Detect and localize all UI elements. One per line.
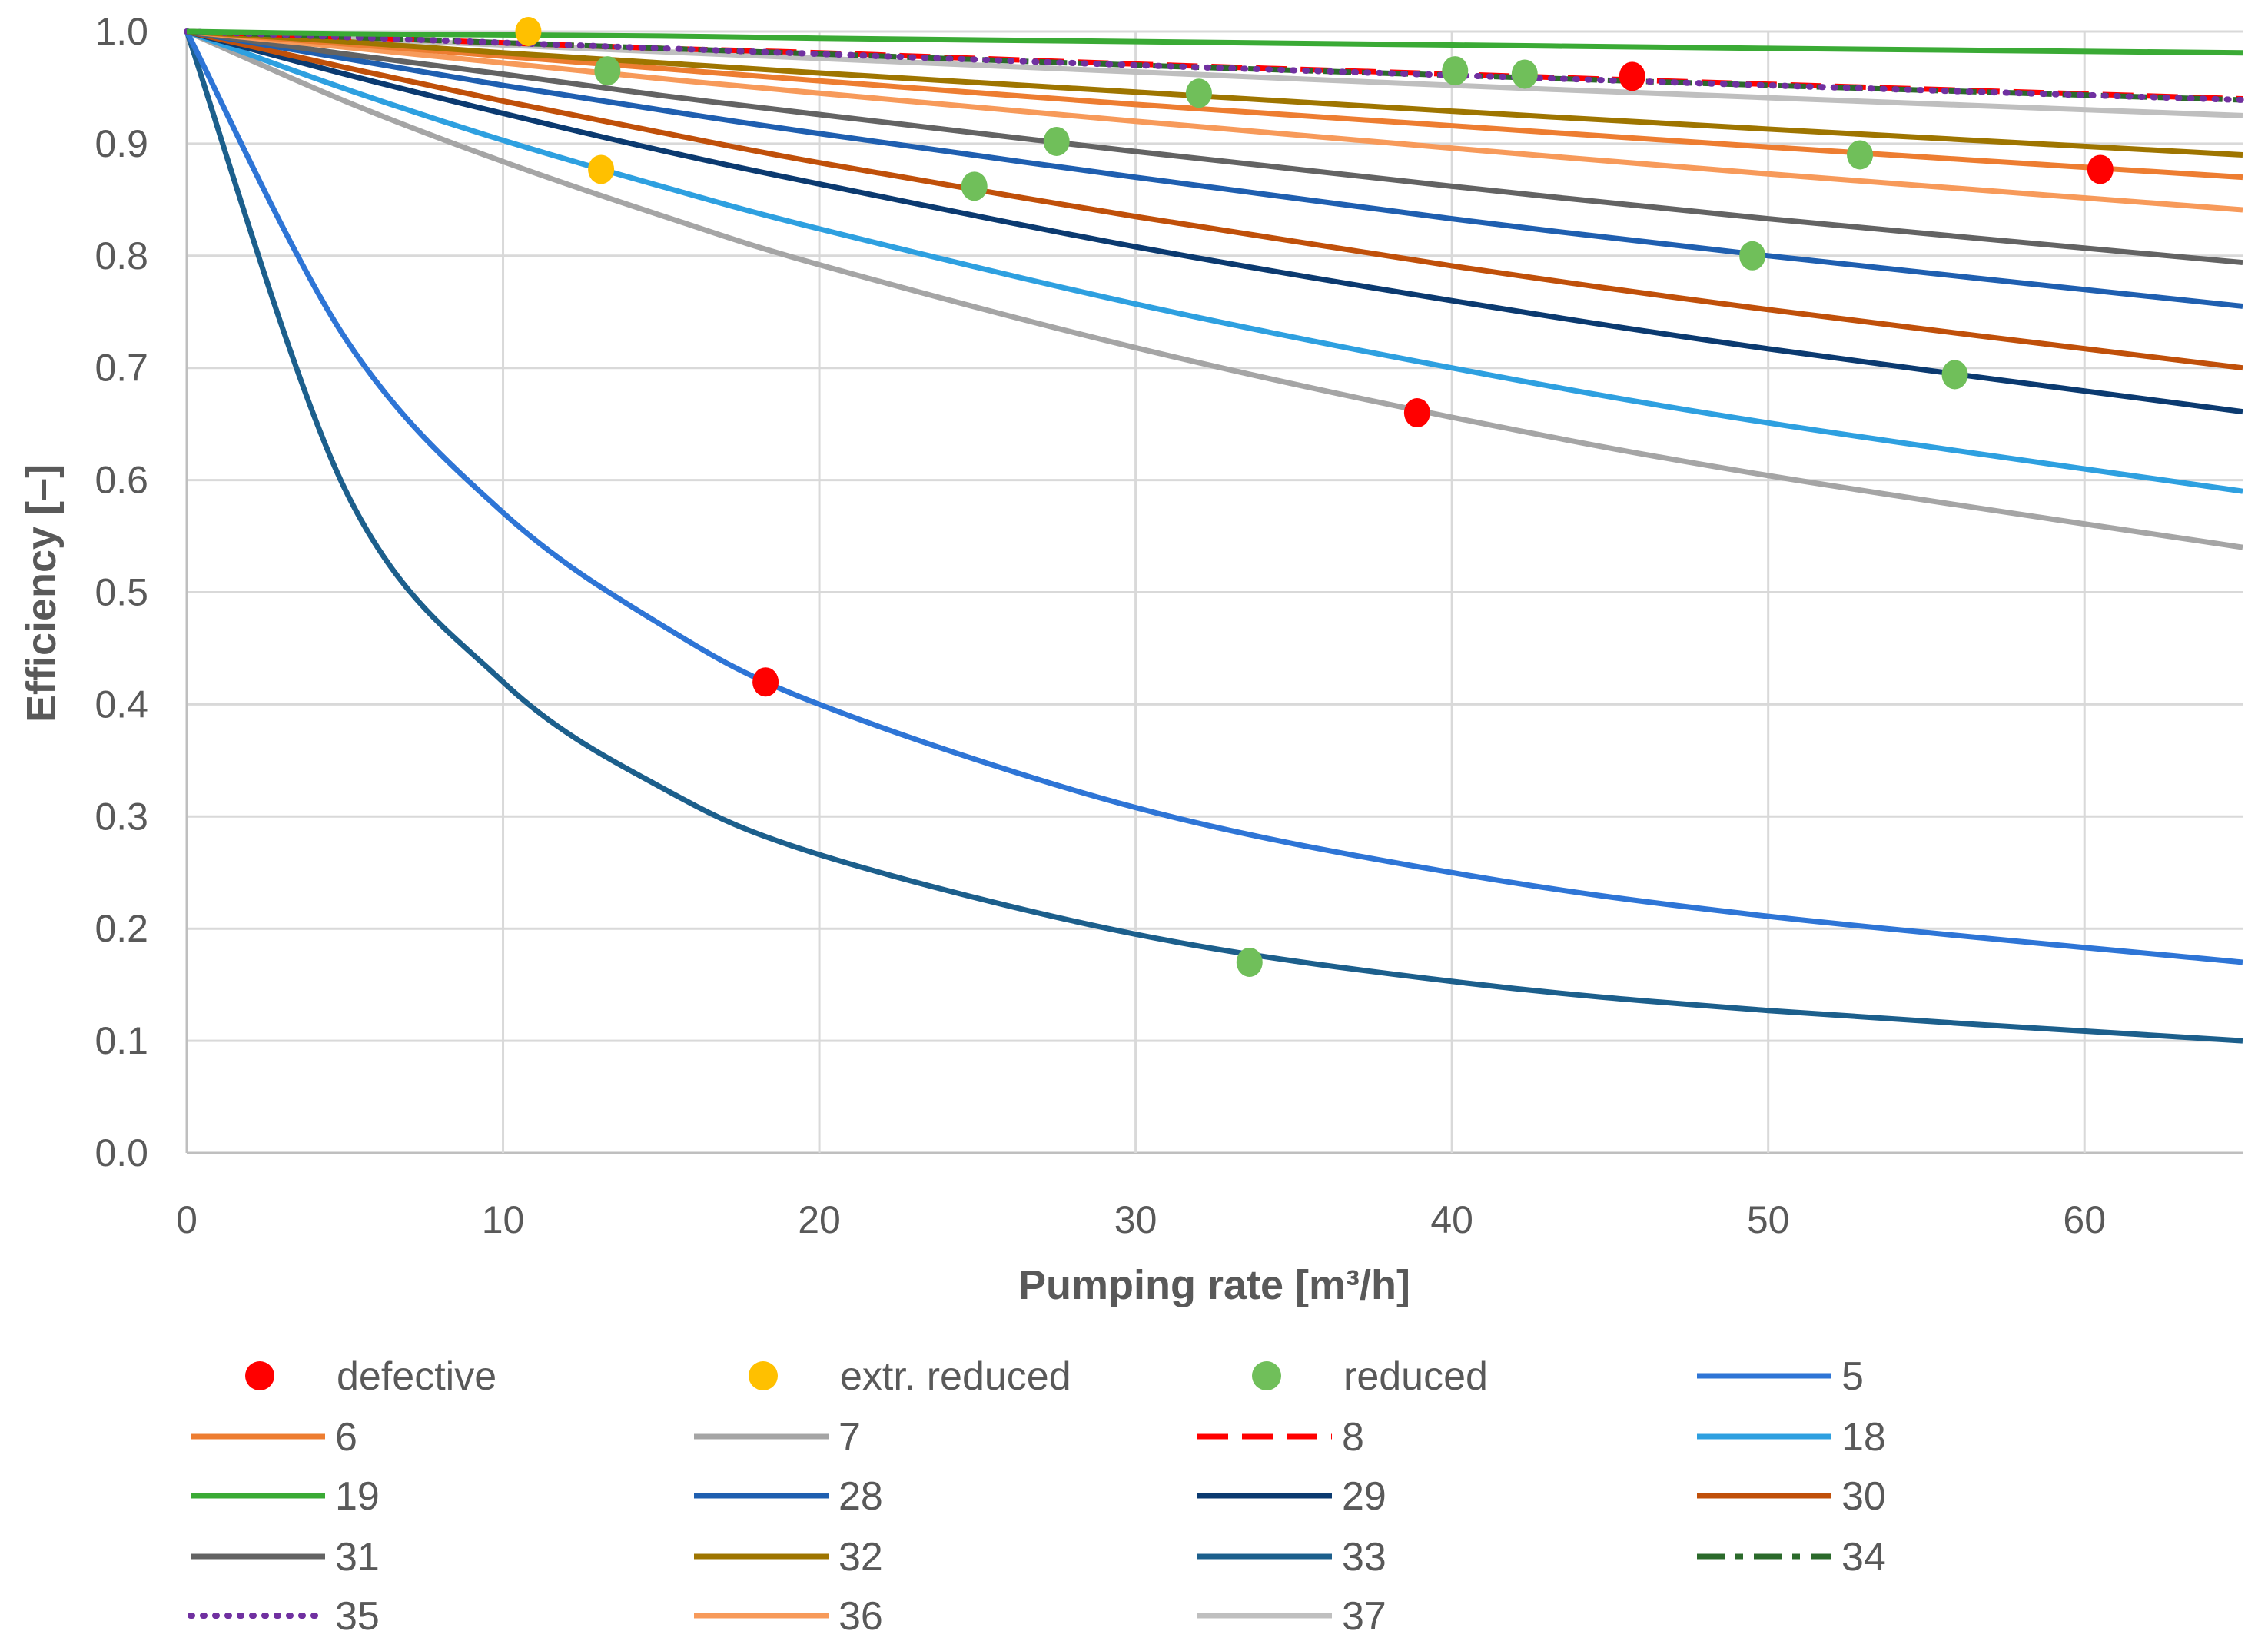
legend-label: 19 bbox=[335, 1474, 380, 1519]
series-line-6 bbox=[186, 28, 2243, 181]
point-reduced bbox=[1511, 59, 1538, 89]
x-tick-label: 10 bbox=[482, 1198, 525, 1241]
y-tick-label: 1.0 bbox=[95, 10, 148, 53]
point-reduced bbox=[594, 56, 621, 86]
legend-label: 7 bbox=[838, 1415, 861, 1460]
series-line-32 bbox=[186, 28, 2243, 158]
point-reduced bbox=[1739, 241, 1766, 271]
series-line-35 bbox=[184, 28, 2246, 103]
legend-label: 8 bbox=[1342, 1415, 1364, 1460]
y-tick-label: 0.3 bbox=[95, 795, 148, 838]
legend-item: 5 bbox=[1697, 1354, 1864, 1399]
point-reduced bbox=[1236, 947, 1263, 977]
x-tick-label: 40 bbox=[1430, 1198, 1473, 1241]
legend-item: 32 bbox=[694, 1535, 883, 1580]
legend-label: 36 bbox=[838, 1594, 883, 1639]
legend-item: 7 bbox=[694, 1415, 861, 1460]
series-line-7 bbox=[185, 28, 2243, 550]
legend-label: 30 bbox=[1841, 1474, 1886, 1519]
point-defective bbox=[2087, 154, 2114, 184]
legend-label: 18 bbox=[1841, 1415, 1886, 1460]
point-reduced bbox=[1442, 56, 1469, 86]
legend-item: 8 bbox=[1197, 1415, 1364, 1460]
legend-label: 33 bbox=[1342, 1535, 1386, 1580]
legend-label: reduced bbox=[1343, 1354, 1488, 1399]
y-tick-label: 0.7 bbox=[95, 347, 148, 390]
y-tick-label: 0.1 bbox=[95, 1019, 148, 1062]
y-tick-label: 0.0 bbox=[95, 1131, 148, 1174]
legend-item: 29 bbox=[1197, 1474, 1386, 1519]
point-reduced bbox=[1847, 140, 1874, 170]
legend-item: 6 bbox=[191, 1415, 357, 1460]
y-tick-label: 0.6 bbox=[95, 459, 148, 502]
legend-label: defective bbox=[337, 1354, 496, 1399]
series-line-19 bbox=[186, 28, 2243, 56]
y-tick-label: 0.4 bbox=[95, 683, 148, 726]
legend-item: 35 bbox=[188, 1594, 380, 1639]
series-line-18 bbox=[185, 28, 2243, 494]
point-defective bbox=[752, 667, 779, 697]
x-tick-label: 20 bbox=[798, 1198, 841, 1241]
series-lines bbox=[184, 28, 2246, 1044]
legend-item: 19 bbox=[191, 1474, 380, 1519]
legend-label: 34 bbox=[1841, 1535, 1886, 1580]
point-reduced bbox=[1043, 126, 1070, 156]
x-tick-label: 60 bbox=[2063, 1198, 2106, 1241]
legend-marker bbox=[245, 1361, 274, 1390]
x-tick-label: 0 bbox=[176, 1198, 198, 1241]
legend-label: 29 bbox=[1342, 1474, 1386, 1519]
legend-item: 37 bbox=[1197, 1594, 1386, 1639]
legend-label: 28 bbox=[838, 1474, 883, 1519]
x-tick-label: 50 bbox=[1747, 1198, 1790, 1241]
y-tick-label: 0.5 bbox=[95, 571, 148, 614]
series-line-29 bbox=[186, 28, 2243, 415]
legend-item: 30 bbox=[1697, 1474, 1886, 1519]
grid bbox=[185, 30, 2243, 1154]
legend-label: 35 bbox=[335, 1594, 380, 1639]
legend-item: 31 bbox=[191, 1535, 380, 1580]
legend-label: extr. reduced bbox=[840, 1354, 1071, 1399]
series-line-33 bbox=[184, 30, 2243, 1044]
legend-item: defective bbox=[245, 1354, 496, 1399]
y-axis-label: Efficiency [–] bbox=[18, 464, 65, 723]
legend-label: 31 bbox=[335, 1535, 380, 1580]
legend-item: 18 bbox=[1697, 1415, 1886, 1460]
point-reduced bbox=[961, 171, 988, 201]
point-reduced bbox=[1185, 78, 1212, 108]
scatter-points bbox=[515, 17, 2114, 977]
legend-item: 36 bbox=[694, 1594, 883, 1639]
point-extr-reduced bbox=[588, 154, 615, 184]
legend-label: 37 bbox=[1342, 1594, 1386, 1639]
point-defective bbox=[1403, 398, 1430, 428]
legend-marker bbox=[1252, 1361, 1281, 1390]
legend-label: 5 bbox=[1841, 1354, 1864, 1399]
legend-label: 6 bbox=[335, 1415, 357, 1460]
legend-item: 28 bbox=[694, 1474, 883, 1519]
series-line-31 bbox=[186, 28, 2243, 266]
x-tick-label: 30 bbox=[1114, 1198, 1157, 1241]
point-reduced bbox=[1941, 360, 1968, 390]
point-defective bbox=[1619, 61, 1645, 91]
legend: defective extr. reduced reduced 5 6 7 8 18 19 28 2… bbox=[188, 1354, 1886, 1639]
x-axis-label: Pumping rate [m³/h] bbox=[1018, 1262, 1410, 1308]
series-line-36 bbox=[186, 28, 2243, 213]
legend-item: reduced bbox=[1252, 1354, 1488, 1399]
point-extr-reduced bbox=[515, 17, 542, 46]
legend-item: extr. reduced bbox=[749, 1354, 1071, 1399]
legend-item: 33 bbox=[1197, 1535, 1386, 1580]
legend-label: 32 bbox=[838, 1535, 883, 1580]
y-tick-label: 0.2 bbox=[95, 907, 148, 950]
y-tick-label: 0.8 bbox=[95, 234, 148, 277]
series-line-5 bbox=[184, 30, 2243, 965]
legend-marker bbox=[749, 1361, 778, 1390]
y-tick-label: 0.9 bbox=[95, 122, 148, 165]
series-line-30 bbox=[186, 28, 2243, 371]
tick-labels: 0.0 0.1 0.2 0.3 0.4 0.5 0.6 0.7 0.8 0.9 1.0 0 10 20 30… bbox=[95, 10, 2106, 1241]
series-line-28 bbox=[186, 28, 2243, 309]
legend-item: 34 bbox=[1697, 1535, 1886, 1580]
